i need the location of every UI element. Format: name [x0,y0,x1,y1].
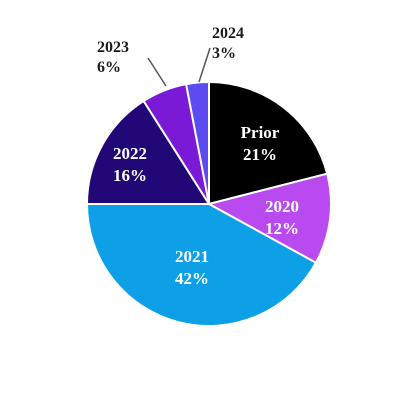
slice-value-2024: 3% [212,45,236,62]
slice-label-2020: 2020 12% [265,197,299,238]
slice-label-2023: 2023 6% [97,39,129,76]
slice-value-prior: 21% [243,145,277,164]
pie-slice-2022 [86,99,210,205]
slice-label-prior: Prior 21% [241,123,280,164]
slice-name-2022: 2022 [113,144,147,163]
leader-line-2024 [198,47,211,83]
slice-name-prior: Prior [241,123,280,142]
pie-slices [86,81,332,327]
slice-value-2022: 16% [113,166,147,185]
slice-name-2023: 2023 [97,39,129,56]
pie-slice-prior [208,81,329,205]
slice-name-2021: 2021 [175,247,209,266]
slice-name-2024: 2024 [212,25,244,42]
pie-slice-2024 [185,81,210,205]
pie-slice-2021 [86,203,317,327]
slice-label-2021: 2021 42% [175,247,209,288]
slice-label-2022: 2022 16% [113,144,147,185]
slice-value-2021: 42% [175,269,209,288]
slice-label-2024: 2024 3% [212,25,244,62]
pie-labels: Prior 21% 2020 12% 2021 42% 2022 16% 2023 6% 2024 3… [97,25,299,288]
leader-line-2023 [147,57,167,87]
slice-value-2023: 6% [97,59,121,76]
slice-value-2020: 12% [265,219,299,238]
pie-slice-2020 [208,172,332,264]
slice-name-2020: 2020 [265,197,299,216]
